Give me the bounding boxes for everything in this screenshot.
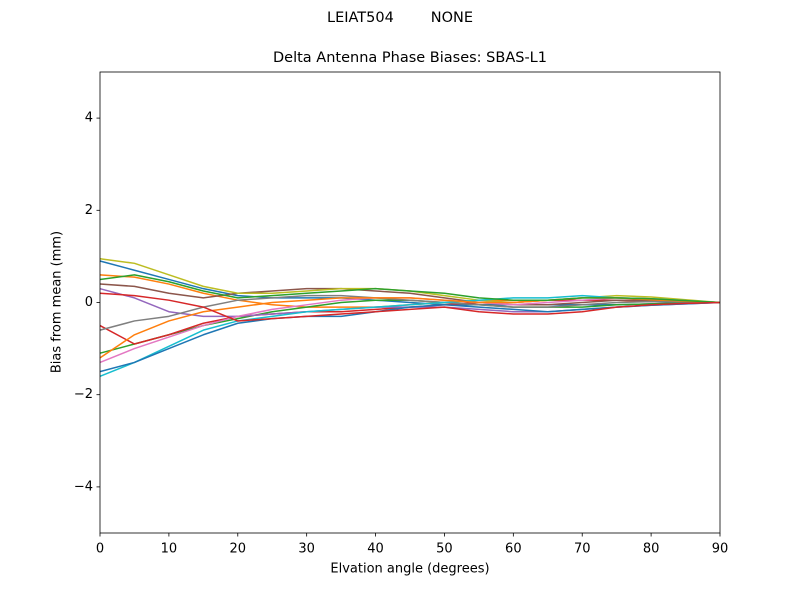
y-tick-label: 2 [85,203,93,218]
series-line [99,301,721,373]
y-axis-label: Bias from mean (mm) [50,231,65,373]
y-tick-label: −4 [74,479,93,494]
chart-title: Delta Antenna Phase Biases: SBAS-L1 [273,50,547,66]
suptitle: LEIAT504 NONE [327,10,473,26]
x-tick-label: 50 [436,542,453,557]
x-tick-label: 40 [367,542,384,557]
series-line [99,274,721,304]
x-tick-label: 10 [161,542,178,557]
x-tick-label: 20 [230,542,247,557]
series-line [99,292,721,322]
x-tick-label: 0 [96,542,104,557]
x-tick-label: 70 [574,542,591,557]
y-tick-label: −2 [74,387,93,402]
x-tick-label: 60 [505,542,522,557]
x-tick-label: 30 [298,542,315,557]
x-axis-label: Elvation angle (degrees) [330,562,489,577]
series-line [99,283,721,306]
x-tick-label: 90 [712,542,729,557]
x-tick-label: 80 [643,542,660,557]
y-tick-label: 4 [85,111,93,126]
y-tick-label: 0 [85,295,93,310]
